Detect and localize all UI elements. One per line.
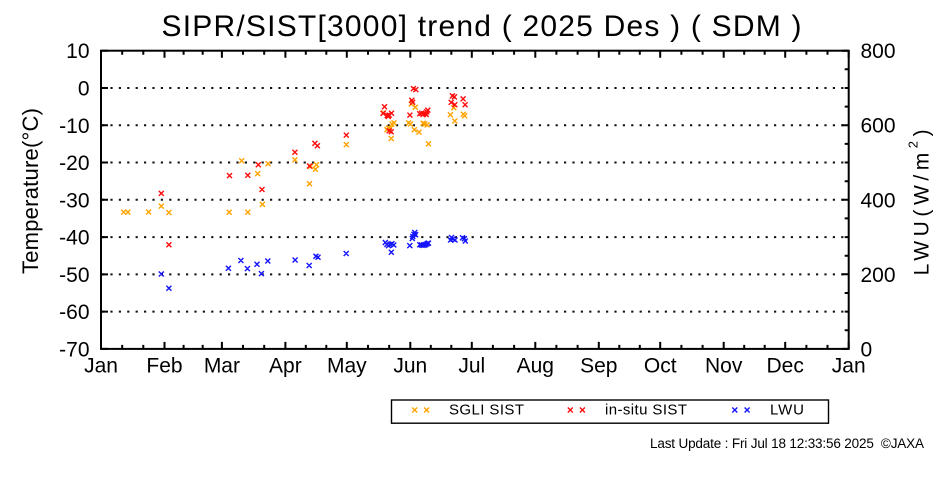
svg-text:Oct: Oct <box>644 355 677 378</box>
svg-text:400: 400 <box>861 189 896 212</box>
svg-text:Jan: Jan <box>832 355 866 378</box>
svg-text:Nov: Nov <box>705 355 743 378</box>
svg-text:-40: -40 <box>59 227 89 250</box>
svg-text:-30: -30 <box>59 189 89 212</box>
svg-text:Aug: Aug <box>517 355 554 378</box>
svg-text:-50: -50 <box>59 264 89 287</box>
svg-text:-70: -70 <box>59 338 89 361</box>
svg-text:-60: -60 <box>59 301 89 324</box>
svg-text:0: 0 <box>78 78 90 101</box>
svg-text:May: May <box>327 355 367 378</box>
svg-text:Temperature(°C): Temperature(°C) <box>18 108 43 274</box>
svg-text:Mar: Mar <box>204 355 240 378</box>
svg-text:800: 800 <box>861 40 896 63</box>
svg-text:-10: -10 <box>59 115 89 138</box>
svg-text:Sep: Sep <box>580 355 617 378</box>
svg-text:LWU: LWU <box>770 402 804 419</box>
svg-text:600: 600 <box>861 115 896 138</box>
svg-text:Jun: Jun <box>393 355 427 378</box>
svg-text:Jan: Jan <box>84 355 118 378</box>
svg-text:Apr: Apr <box>269 355 302 378</box>
svg-text:10: 10 <box>66 40 89 63</box>
svg-text:SIPR/SIST[3000] trend ( 2025 D: SIPR/SIST[3000] trend ( 2025 Des ) ( SDM… <box>162 10 802 43</box>
svg-text:LWU(W/m2): LWU(W/m2) <box>906 129 934 275</box>
svg-text:200: 200 <box>861 264 896 287</box>
svg-text:Last Update : Fri Jul 18 12:33: Last Update : Fri Jul 18 12:33:56 2025 ©… <box>650 436 924 451</box>
svg-text:0: 0 <box>861 338 873 361</box>
svg-text:Dec: Dec <box>767 355 804 378</box>
svg-text:Feb: Feb <box>146 355 182 378</box>
svg-text:in-situ SIST: in-situ SIST <box>605 402 687 419</box>
svg-text:SGLI SIST: SGLI SIST <box>449 402 524 419</box>
svg-text:Jul: Jul <box>458 355 485 378</box>
svg-text:-20: -20 <box>59 152 89 175</box>
